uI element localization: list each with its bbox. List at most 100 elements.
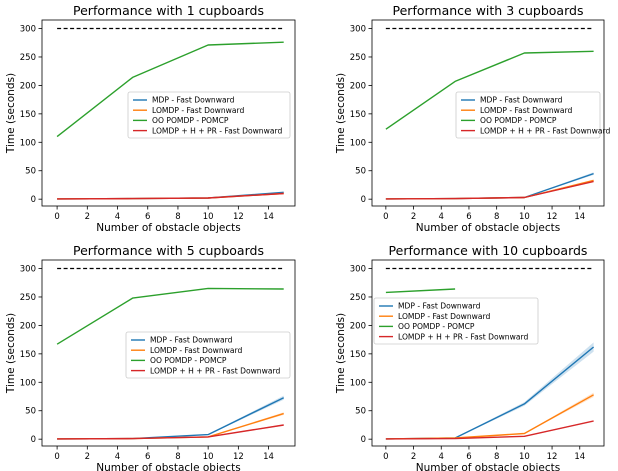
x-tick-label: 10 (203, 452, 214, 462)
y-tick-label: 50 (25, 167, 36, 177)
x-tick-label: 12 (547, 212, 558, 222)
chart-title: Performance with 5 cupboards (73, 243, 264, 258)
y-tick-label: 0 (361, 195, 366, 205)
series-line-2 (385, 288, 456, 294)
chart-panel-2: Performance with 3 cupboards 0 2 4 6 8 10 12 14 0… (335, 3, 610, 234)
y-tick-label: 300 (350, 25, 366, 35)
chart-panel-4: Performance with 10 cupboards 0 2 4 6 8 10 12 14… (335, 243, 605, 471)
y-tick-label: 200 (20, 81, 36, 91)
x-tick-label: 8 (494, 212, 499, 222)
y-tick-label: 150 (20, 350, 36, 360)
series-line-0 (385, 172, 594, 200)
x-tick-label: 4 (115, 452, 120, 462)
legend-entry: LOMDP + H + PR - Fast Downward (480, 126, 610, 135)
x-tick-label: 4 (115, 212, 120, 222)
y-axis-label: Time (seconds) (335, 313, 347, 394)
legend-box (125, 331, 291, 379)
x-tick-label: 6 (145, 452, 150, 462)
chart-title: Performance with 10 cupboards (389, 243, 588, 258)
legend-entry: MDP - Fast Downward (150, 336, 233, 345)
y-tick-label: 200 (350, 81, 366, 91)
y-tick-label: 250 (350, 293, 366, 303)
series-line-1 (385, 394, 594, 440)
y-tick-label: 50 (355, 167, 366, 177)
y-tick-label: 50 (25, 407, 36, 417)
y-tick-label: 0 (361, 435, 366, 445)
x-tick-label: 10 (519, 452, 530, 462)
y-tick-label: 0 (31, 195, 36, 205)
plot-frame (371, 19, 605, 207)
x-tick-label: 6 (466, 212, 471, 222)
plot-frame (41, 19, 296, 207)
x-axis-label: Number of obstacle objects (416, 222, 560, 234)
y-tick-label: 150 (350, 110, 366, 120)
x-tick-label: 10 (519, 212, 530, 222)
y-tick-label: 250 (20, 293, 36, 303)
legend-entry: LOMDP - Fast Downward (150, 346, 243, 355)
series-band (385, 172, 594, 200)
x-tick-label: 8 (494, 452, 499, 462)
x-axis-label: Number of obstacle objects (416, 462, 560, 471)
x-tick-label: 4 (439, 452, 444, 462)
legend-entry: MDP - Fast Downward (480, 96, 563, 105)
x-tick-label: 12 (233, 452, 244, 462)
x-tick-label: 0 (383, 212, 388, 222)
legend-entry: OO POMDP - POMCP (398, 322, 475, 331)
legend-entry: MDP - Fast Downward (152, 96, 235, 105)
x-axis-label: Number of obstacle objects (96, 222, 240, 234)
legend-entry: OO POMDP - POMCP (150, 356, 227, 365)
legend-entry: OO POMDP - POMCP (152, 116, 229, 125)
plot-frame (371, 259, 605, 447)
x-tick-label: 10 (203, 212, 214, 222)
series-line-3 (57, 424, 284, 440)
x-tick-label: 2 (85, 212, 90, 222)
series-line-1 (385, 179, 594, 200)
y-axis-label: Time (seconds) (5, 313, 17, 394)
series-band (385, 392, 594, 440)
y-tick-label: 200 (350, 321, 366, 331)
x-tick-label: 2 (411, 452, 416, 462)
series-line-1 (57, 412, 284, 440)
y-tick-label: 100 (350, 138, 366, 148)
y-tick-label: 0 (31, 435, 36, 445)
x-tick-label: 14 (574, 212, 585, 222)
chart-panel-3: Performance with 5 cupboards 0 2 4 6 8 10 12 14 0… (5, 243, 296, 471)
legend-entry: LOMDP + H + PR - Fast Downward (398, 332, 528, 341)
y-tick-label: 100 (20, 378, 36, 388)
y-tick-label: 150 (20, 110, 36, 120)
y-tick-label: 250 (350, 53, 366, 63)
y-tick-label: 300 (20, 25, 36, 35)
x-tick-label: 14 (263, 212, 274, 222)
y-tick-label: 300 (350, 265, 366, 275)
x-tick-label: 12 (547, 452, 558, 462)
legend-entry: LOMDP + H + PR - Fast Downward (150, 366, 280, 375)
x-tick-label: 0 (54, 212, 59, 222)
legend-box (127, 91, 291, 139)
x-tick-label: 0 (54, 452, 59, 462)
x-tick-label: 6 (466, 452, 471, 462)
series-line-2 (385, 50, 594, 130)
plot-frame (41, 259, 296, 447)
x-tick-label: 4 (439, 212, 444, 222)
chart-title: Performance with 3 cupboards (393, 3, 584, 18)
y-axis-label: Time (seconds) (335, 73, 347, 154)
y-tick-label: 200 (20, 321, 36, 331)
chart-panel-1: Performance with 1 cupboards 0 2 4 6 8 10 12 14 0… (5, 3, 296, 234)
y-tick-label: 150 (350, 350, 366, 360)
y-tick-label: 100 (20, 138, 36, 148)
series-band (57, 395, 284, 440)
x-tick-label: 8 (175, 452, 180, 462)
y-tick-label: 300 (20, 265, 36, 275)
series-line-2 (56, 41, 284, 138)
chart-title: Performance with 1 cupboards (73, 3, 264, 18)
series-line-3 (385, 180, 594, 200)
series-line-2 (56, 287, 284, 345)
x-tick-label: 14 (263, 452, 274, 462)
x-tick-label: 12 (233, 212, 244, 222)
legend-entry: LOMDP - Fast Downward (480, 106, 573, 115)
series-line-0 (57, 397, 285, 440)
